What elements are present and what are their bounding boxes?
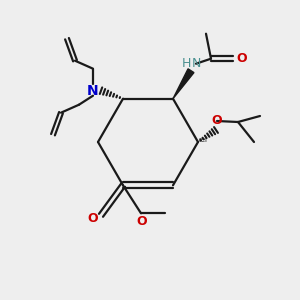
Text: O: O [137, 215, 147, 228]
Text: H: H [181, 57, 191, 70]
Text: N: N [191, 57, 201, 70]
Text: rel: rel [199, 137, 208, 143]
Text: O: O [237, 52, 247, 65]
Text: N: N [87, 84, 99, 98]
Polygon shape [173, 69, 194, 99]
Text: O: O [212, 115, 222, 128]
Text: O: O [88, 212, 98, 225]
